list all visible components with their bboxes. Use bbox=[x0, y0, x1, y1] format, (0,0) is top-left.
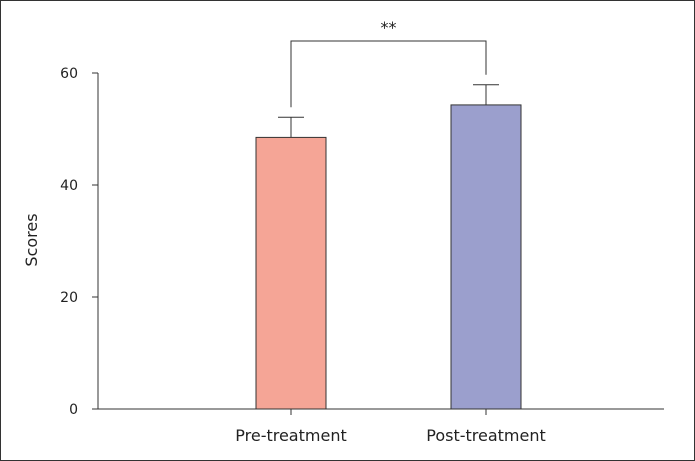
y-tick-label: 20 bbox=[60, 290, 78, 306]
bar bbox=[255, 136, 327, 410]
y-axis-label: Scores bbox=[22, 213, 41, 266]
significance-label: ** bbox=[381, 18, 397, 37]
y-tick-label: 40 bbox=[60, 178, 78, 194]
significance-line bbox=[290, 40, 487, 108]
axes: 0 20 40 60 Pre-treatment Post-treatment bbox=[60, 66, 664, 445]
bar bbox=[450, 104, 522, 410]
x-tick-label: Pre-treatment bbox=[235, 426, 346, 445]
error-bars bbox=[278, 84, 499, 138]
x-tick-label: Post-treatment bbox=[426, 426, 546, 445]
bars bbox=[255, 104, 522, 410]
significance-bracket: ** bbox=[290, 18, 487, 108]
y-tick-label: 60 bbox=[60, 66, 78, 82]
y-tick-label: 0 bbox=[69, 402, 78, 418]
